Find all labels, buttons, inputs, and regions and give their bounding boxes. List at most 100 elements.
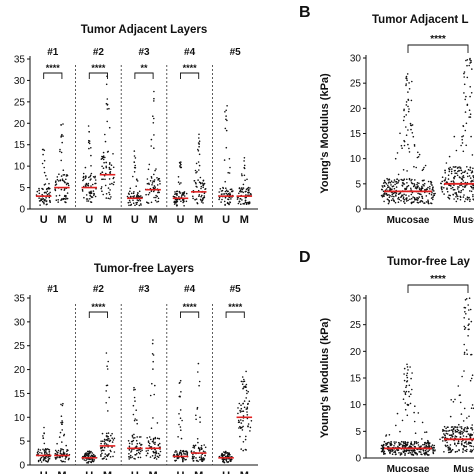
data-point (418, 188, 421, 191)
data-point (108, 168, 111, 170)
y-tick-label: 0 (19, 205, 25, 216)
data-point (45, 200, 48, 202)
data-point (128, 456, 130, 458)
panel-letter-b: B (299, 4, 311, 21)
data-point (48, 453, 51, 456)
data-point (453, 135, 456, 138)
data-point (239, 409, 241, 412)
data-point (395, 186, 398, 188)
chart-title: Tumor Adjacent Layers (81, 24, 208, 36)
data-point (226, 105, 228, 107)
data-point (93, 459, 96, 461)
data-point (106, 151, 109, 153)
data-point (449, 184, 452, 187)
data-point (469, 444, 471, 447)
data-point (56, 456, 58, 458)
data-point (463, 343, 466, 346)
y-tick-label: 15 (14, 389, 26, 400)
data-point (447, 178, 450, 180)
data-point (133, 389, 135, 391)
data-point (113, 437, 116, 440)
data-point (130, 450, 133, 452)
y-tick-label: 20 (14, 119, 26, 130)
data-point (448, 170, 451, 173)
data-point (180, 453, 183, 456)
data-point (461, 443, 463, 445)
x-category-label: U (222, 214, 230, 226)
data-point (134, 164, 136, 167)
y-tick-label: 15 (14, 140, 26, 151)
data-point (404, 402, 407, 404)
data-point (429, 188, 431, 190)
data-point (467, 335, 469, 337)
data-point (458, 432, 460, 434)
data-point (457, 440, 460, 443)
data-point (464, 327, 467, 329)
data-point (431, 444, 434, 446)
data-point (416, 199, 419, 201)
data-point (430, 197, 433, 199)
data-point (380, 194, 383, 197)
data-point (393, 195, 395, 198)
data-point (90, 450, 92, 453)
data-point (87, 125, 90, 127)
data-point (182, 198, 185, 201)
data-point (406, 79, 408, 82)
data-point (397, 445, 399, 448)
data-point (470, 377, 473, 380)
data-point (134, 437, 136, 439)
data-point (220, 454, 223, 457)
data-point (470, 320, 473, 323)
data-point (132, 404, 135, 407)
data-point (159, 180, 161, 182)
data-point (441, 188, 443, 191)
data-point (226, 119, 228, 122)
data-point (406, 414, 409, 417)
data-point (133, 386, 135, 389)
data-point (154, 454, 157, 456)
data-point (243, 164, 246, 167)
data-point (100, 186, 103, 188)
data-point (417, 185, 419, 187)
data-point (90, 190, 92, 193)
data-point (468, 109, 471, 111)
data-point (421, 187, 424, 190)
data-point (155, 194, 157, 197)
data-point (135, 409, 137, 412)
data-point (455, 149, 458, 152)
data-point (404, 393, 407, 396)
data-point (194, 198, 196, 201)
data-point (469, 167, 472, 169)
data-point (452, 189, 455, 191)
data-point (408, 395, 411, 398)
data-point (87, 141, 90, 144)
data-point (410, 187, 412, 190)
group-label: #2 (93, 47, 105, 58)
data-point (113, 181, 115, 183)
data-point (224, 180, 226, 183)
data-point (156, 195, 158, 198)
data-point (223, 200, 226, 203)
data-point (93, 192, 95, 195)
data-point (452, 180, 455, 182)
data-point (147, 441, 150, 444)
data-point (191, 455, 194, 458)
data-point (175, 450, 177, 452)
data-point (136, 419, 138, 421)
data-point (43, 458, 46, 460)
data-point (200, 448, 203, 451)
data-point (468, 196, 470, 199)
data-point (383, 453, 385, 455)
data-point (470, 353, 472, 356)
data-point (134, 418, 136, 420)
data-point (107, 438, 109, 440)
data-point (153, 100, 155, 102)
data-point (405, 187, 408, 189)
data-point (464, 111, 467, 113)
data-point (237, 407, 239, 409)
data-point (410, 197, 413, 200)
data-point (155, 450, 157, 453)
data-point (60, 459, 62, 462)
data-point (397, 173, 400, 176)
group-label: #4 (184, 47, 196, 58)
